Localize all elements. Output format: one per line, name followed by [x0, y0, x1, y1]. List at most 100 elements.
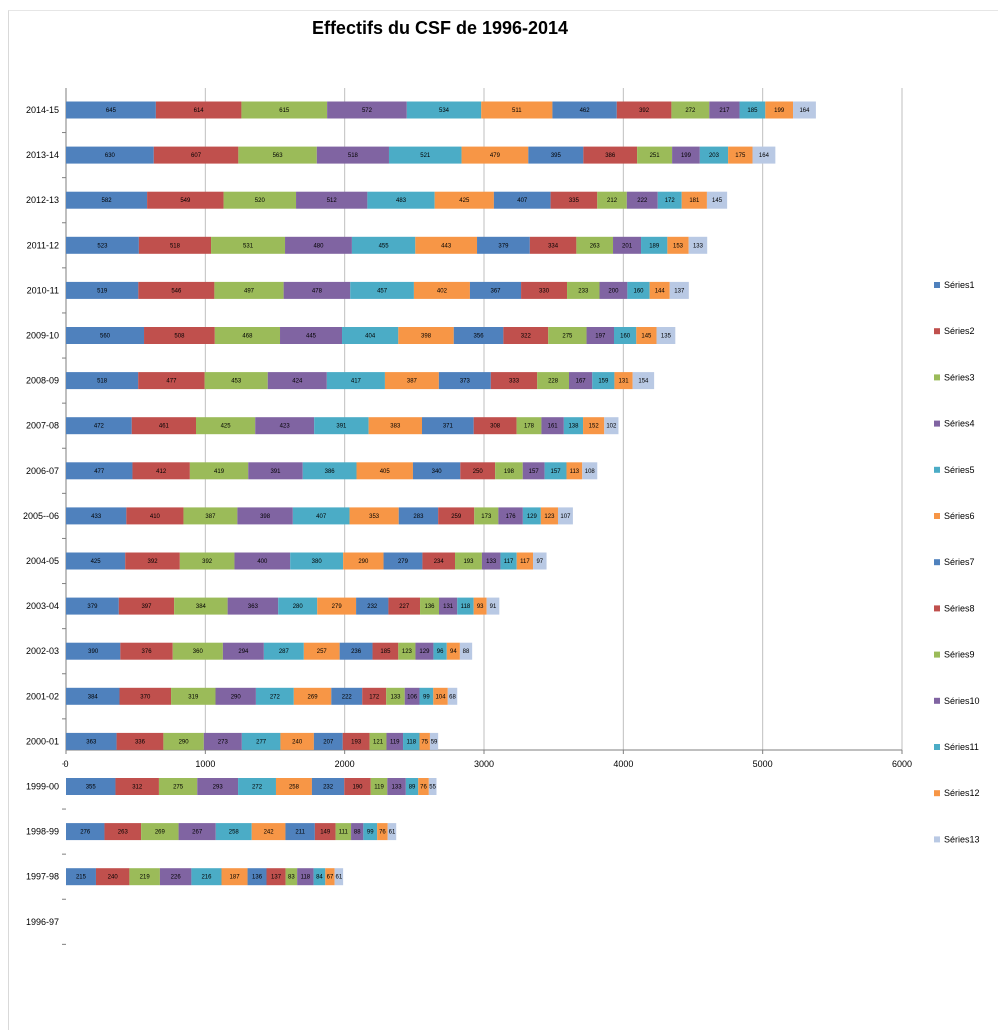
data-label: 215: [76, 875, 87, 881]
bar-segment: [388, 597, 421, 615]
legend-label: Séries10: [944, 696, 980, 706]
data-label: 107: [560, 514, 571, 520]
bar-segment: [412, 462, 461, 480]
bar-segment: [314, 417, 369, 435]
legend-label: Séries8: [944, 603, 975, 613]
data-label: 457: [377, 288, 388, 294]
data-label: 518: [97, 379, 108, 385]
y-tick-label: 1997-98: [26, 872, 59, 882]
data-label: 161: [548, 424, 559, 430]
bar-segment: [474, 507, 499, 525]
bar-segment: [238, 778, 276, 795]
bar-segment: [66, 868, 96, 886]
data-label: 234: [434, 559, 445, 565]
bar-segment: [255, 417, 315, 435]
legend-swatch: [934, 559, 940, 566]
data-label: 123: [544, 514, 555, 520]
data-label: 405: [380, 469, 391, 475]
bar-segment: [544, 462, 567, 480]
bar-segment: [141, 823, 179, 841]
y-tick-label: 2010-11: [27, 285, 59, 295]
y-tick-label: 2005--06: [23, 511, 59, 521]
bar-segment: [434, 191, 494, 209]
data-label: 312: [132, 785, 143, 791]
data-label: 190: [352, 785, 363, 791]
data-label: 334: [548, 243, 559, 249]
legend-label: Séries13: [944, 834, 980, 844]
data-label: 189: [649, 243, 660, 249]
bar-segment: [568, 372, 593, 390]
bar-segment: [314, 823, 336, 841]
bar-segment: [632, 372, 655, 390]
data-label: 152: [589, 424, 600, 430]
data-label: 455: [379, 243, 390, 249]
bar-segment: [369, 732, 387, 750]
bar-segment: [104, 823, 142, 841]
bar-segment: [616, 101, 672, 119]
data-label: 118: [461, 604, 471, 610]
data-label: 397: [141, 604, 152, 610]
bar-segment: [138, 372, 205, 390]
data-label: 404: [365, 334, 376, 340]
bar-segment: [421, 417, 474, 435]
bar-segment: [503, 327, 549, 344]
data-label: 137: [271, 875, 282, 881]
data-label: 363: [248, 604, 259, 610]
data-label: 181: [689, 198, 700, 204]
bar-segment: [325, 868, 335, 886]
data-label: 106: [407, 694, 418, 700]
bar-segment: [66, 327, 145, 344]
bar-segment: [163, 732, 204, 750]
bar-segment: [313, 868, 326, 886]
data-label: 407: [316, 514, 327, 520]
y-tick-label: 1999-00: [26, 782, 59, 792]
bar-segment: [283, 281, 351, 299]
legend-label: Séries1: [944, 280, 975, 290]
data-label: 258: [289, 785, 300, 791]
legend-swatch: [934, 374, 940, 381]
chart-frame: [8, 10, 998, 1030]
data-label: 483: [396, 198, 407, 204]
bar-segment: [118, 597, 175, 615]
data-label: 479: [490, 153, 501, 159]
bar-segment: [66, 417, 132, 435]
bar-segment: [415, 236, 478, 254]
bar-segment: [351, 823, 364, 841]
bar-segment: [356, 597, 389, 615]
bar-segment: [582, 462, 598, 480]
bar-segment: [285, 868, 298, 886]
data-label: 153: [673, 243, 684, 249]
y-tick-label: 2002-03: [26, 646, 59, 656]
data-label: 645: [106, 108, 117, 114]
bar-segment: [66, 236, 139, 254]
data-label: 257: [317, 649, 328, 655]
bar-segment: [447, 687, 458, 705]
legend-swatch: [934, 697, 940, 704]
data-label: 322: [521, 334, 532, 340]
data-label: 76: [379, 830, 386, 836]
data-label: 402: [437, 288, 448, 294]
bar-segment: [351, 236, 416, 254]
bar-segment: [293, 687, 332, 705]
bar-segment: [237, 507, 293, 525]
data-label: 67: [327, 875, 334, 881]
bar-segment: [367, 191, 435, 209]
y-tick-label: 2007-08: [26, 421, 59, 431]
bar-segment: [433, 687, 448, 705]
data-label: 425: [459, 198, 470, 204]
data-label: 386: [325, 469, 336, 475]
bar-segment: [66, 462, 133, 480]
data-label: 259: [451, 514, 462, 520]
data-label: 355: [86, 785, 97, 791]
data-label: 294: [238, 649, 249, 655]
bar-segment: [522, 507, 541, 525]
bar-segment: [641, 236, 668, 254]
data-label: 319: [188, 694, 199, 700]
bar-segment: [522, 462, 545, 480]
data-label: 137: [674, 288, 685, 294]
data-label: 119: [374, 785, 384, 791]
data-label: 226: [171, 875, 182, 881]
data-label: 118: [406, 739, 416, 745]
y-tick-label: 1998-99: [26, 827, 59, 837]
data-label: 511: [512, 108, 522, 114]
